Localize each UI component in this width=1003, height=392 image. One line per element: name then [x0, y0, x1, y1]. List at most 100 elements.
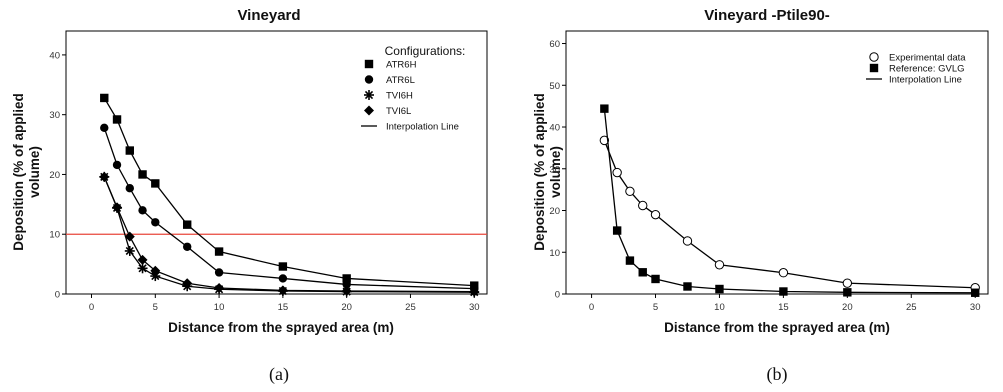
- data-point: [599, 135, 610, 146]
- data-point: [278, 262, 288, 271]
- data-point: [625, 256, 635, 265]
- data-point: [182, 242, 192, 251]
- data-point: [715, 284, 724, 294]
- series-experimental-data: [599, 135, 980, 293]
- y-tick-label: 10: [49, 230, 60, 241]
- plot-area: 0 10 20 30 40 50 60 0 5 10 15 20 25 30: [549, 30, 989, 313]
- data-point: [342, 280, 351, 289]
- y-axis-label-line-1: Deposition (% of applied: [532, 93, 547, 251]
- x-tick-label: 20: [842, 302, 853, 313]
- legend: Configurations: ATR6H ATR6L TVI6H TVI6L Inte…: [361, 44, 465, 133]
- chart-panel-a: Vineyard Deposition (% of applied volume…: [11, 7, 488, 385]
- data-point: [214, 268, 224, 277]
- legend-entry: Interpolation Line: [866, 75, 962, 86]
- y-tick-label: 0: [555, 290, 560, 301]
- legend-swatch: [364, 75, 374, 84]
- data-point: [342, 274, 351, 283]
- data-point: [843, 288, 852, 297]
- data-point: [600, 104, 609, 113]
- legend-label: Interpolation Line: [889, 75, 962, 86]
- data-point: [638, 268, 647, 277]
- x-tick-label: 15: [278, 302, 289, 313]
- series-tvi6l: [99, 171, 480, 297]
- data-point: [151, 179, 160, 188]
- plot-area: 0 10 20 30 40 0 5 10 15 20 25 30: [49, 30, 488, 313]
- caption-label: (b): [767, 364, 788, 385]
- x-tick-label: 5: [653, 302, 658, 313]
- x-tick-label: 30: [970, 302, 981, 313]
- legend-label: TVI6L: [386, 106, 411, 117]
- legend-label: TVI6H: [386, 91, 413, 102]
- data-point: [469, 286, 480, 297]
- caption-text: (b): [767, 364, 788, 385]
- data-point: [125, 146, 134, 155]
- chart-title: Vineyard: [237, 7, 300, 24]
- caption-label: (a): [269, 364, 289, 385]
- legend-entry: Interpolation Line: [361, 122, 459, 133]
- data-point: [683, 282, 692, 291]
- x-tick-label: 25: [405, 302, 416, 313]
- legend-label: Interpolation Line: [386, 122, 459, 133]
- data-point: [971, 288, 980, 297]
- x-axis-label: Distance from the sprayed area (m): [664, 320, 890, 335]
- y-tick-label: 30: [549, 164, 560, 175]
- x-tick-label: 5: [153, 302, 158, 313]
- data-point: [150, 271, 161, 282]
- data-point: [341, 286, 352, 297]
- data-point: [137, 263, 148, 274]
- y-axis-label-line-1: Deposition (% of applied: [11, 93, 26, 251]
- data-point: [842, 278, 853, 288]
- x-tick-label: 20: [341, 302, 352, 313]
- x-tick-label: 25: [906, 302, 917, 313]
- data-point: [100, 123, 109, 133]
- y-tick-label: 40: [549, 123, 560, 134]
- caption-text: (a): [269, 364, 289, 385]
- legend-label: Experimental data: [889, 53, 966, 64]
- data-point: [779, 287, 788, 296]
- y-tick-label: 30: [49, 110, 60, 121]
- y-tick-label: 40: [49, 50, 60, 61]
- data-point: [612, 226, 622, 235]
- data-point: [277, 285, 288, 296]
- data-point: [125, 184, 134, 193]
- y-axis-label-line-2: volume): [548, 146, 563, 198]
- x-tick-label: 15: [778, 302, 789, 313]
- data-point: [650, 209, 661, 220]
- data-point: [137, 254, 148, 265]
- x-tick-label: 30: [469, 302, 480, 313]
- legend-entry: ATR6H: [364, 60, 417, 71]
- data-point: [214, 247, 224, 256]
- legend-entry: TVI6L: [364, 105, 411, 117]
- data-point: [214, 283, 225, 294]
- series-line: [103, 176, 475, 293]
- data-point: [778, 268, 789, 278]
- legend-swatch: [364, 105, 374, 116]
- plot-frame: [565, 30, 989, 295]
- data-point: [124, 245, 135, 256]
- data-point: [714, 260, 725, 270]
- x-tick-label: 0: [89, 302, 94, 313]
- legend-entry: Reference: GVLG: [869, 64, 965, 75]
- legend-entry: Experimental data: [869, 52, 966, 64]
- legend-entry: TVI6H: [364, 90, 413, 102]
- data-point: [112, 160, 122, 170]
- legend-entry: ATR6L: [364, 75, 415, 86]
- y-tick-label: 20: [549, 206, 560, 217]
- data-point: [138, 170, 147, 179]
- data-point: [638, 200, 648, 211]
- y-tick-label: 10: [549, 248, 560, 259]
- chart-panel-b: Vineyard -Ptile90- Deposition (% of appl…: [532, 7, 989, 385]
- data-point: [182, 220, 192, 229]
- data-point: [278, 274, 288, 283]
- data-point: [182, 278, 193, 289]
- legend-label: Reference: GVLG: [889, 64, 965, 75]
- series-line: [103, 127, 475, 290]
- x-tick-label: 10: [714, 302, 725, 313]
- data-point: [651, 274, 660, 284]
- x-axis-label: Distance from the sprayed area (m): [168, 320, 394, 335]
- series-line: [603, 108, 976, 294]
- data-point: [112, 202, 123, 213]
- data-point: [124, 231, 135, 242]
- y-tick-label: 50: [549, 81, 560, 92]
